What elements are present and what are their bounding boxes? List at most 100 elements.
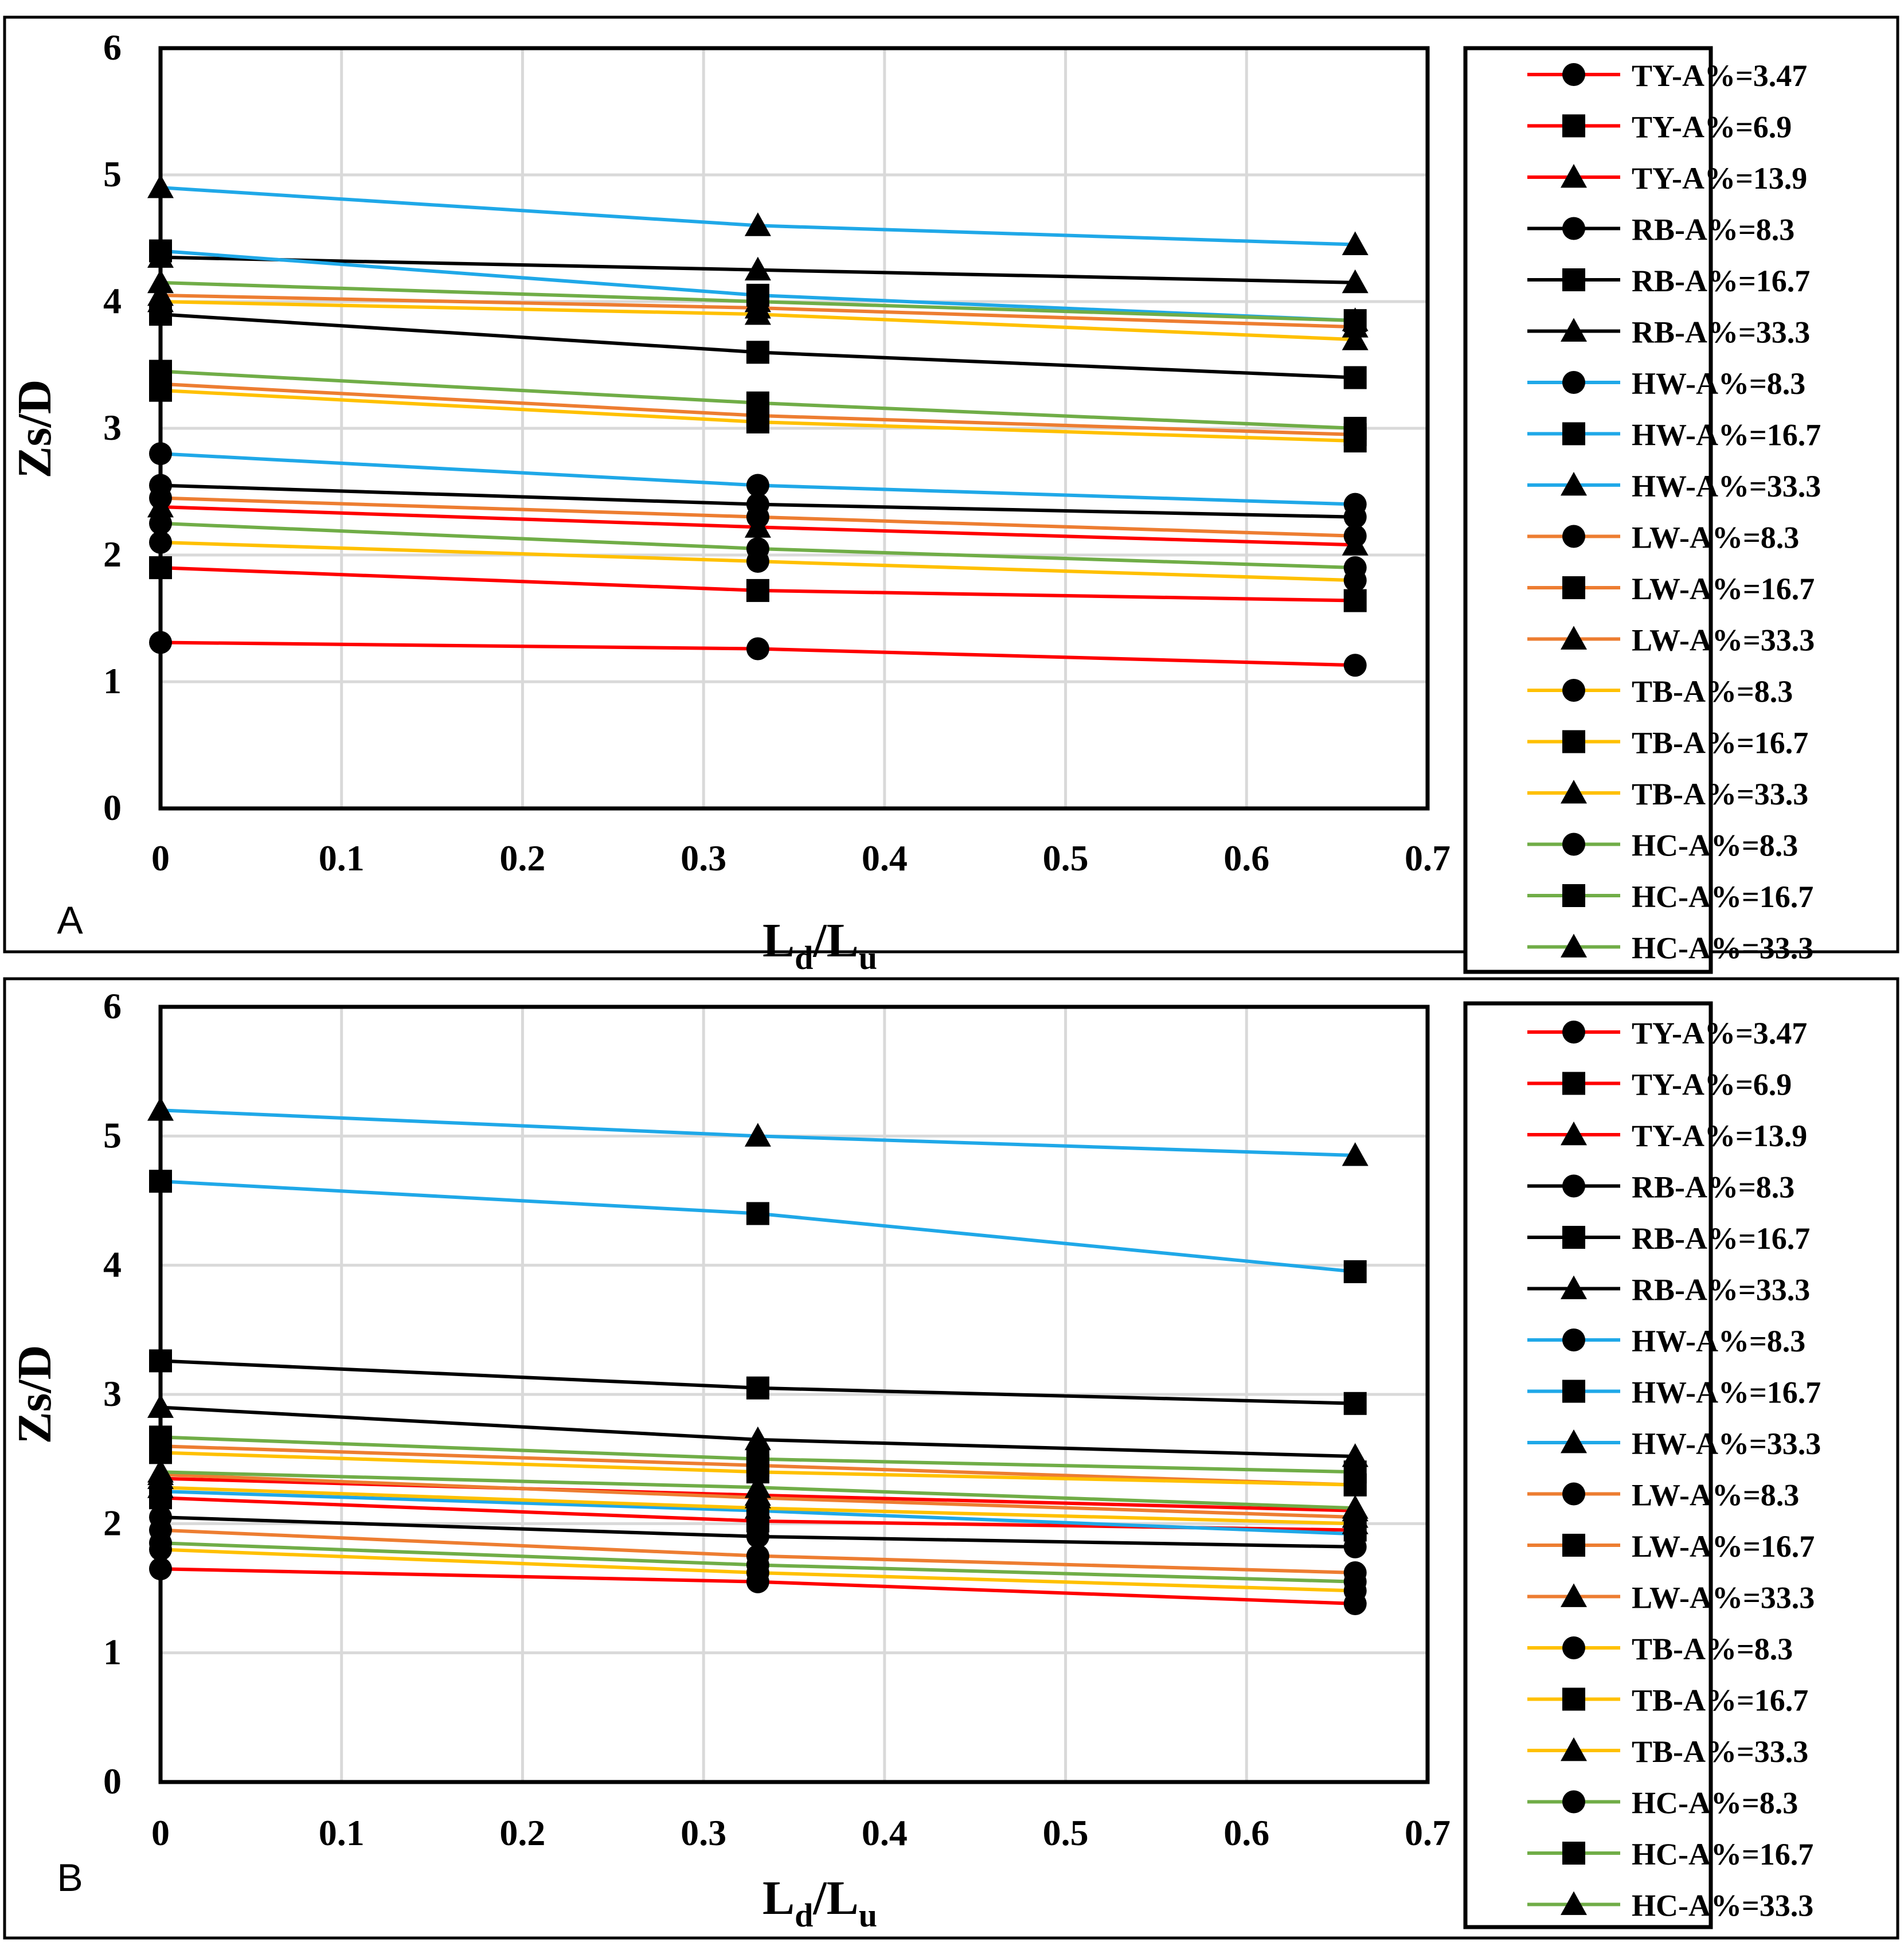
x-tick-label: 0.4	[862, 1812, 908, 1853]
legend-swatch-marker	[1562, 525, 1585, 548]
legend-swatch-marker	[1562, 422, 1585, 446]
panel-frame	[3, 977, 1899, 1940]
x-axis-title-main: L	[763, 1871, 795, 1925]
legend-label: HW-A%=16.7	[1632, 418, 1821, 452]
data-point-triangle	[744, 256, 771, 281]
x-tick-label: 0.5	[1043, 1812, 1089, 1853]
legend-label: RB-A%=8.3	[1632, 213, 1794, 247]
data-point-triangle	[744, 301, 771, 325]
legend-swatch-marker	[1562, 1328, 1585, 1351]
x-tick-label: 0.2	[499, 1812, 545, 1853]
legend-label: TB-A%=33.3	[1632, 777, 1808, 811]
y-tick-label: 3	[103, 407, 122, 448]
legend-label: LW-A%=16.7	[1632, 572, 1815, 606]
legend-entry: LW-A%=16.7	[1527, 1529, 1815, 1564]
legend-label: TY-A%=3.47	[1632, 1016, 1807, 1050]
legend-entry: HC-A%=8.3	[1527, 829, 1798, 863]
x-axis-title-sep: /L	[812, 1871, 858, 1925]
markers-ty-a-3-47	[149, 631, 1367, 677]
markers-hw-a-33-3	[147, 1097, 1369, 1166]
x-axis-title-sub-u: u	[859, 1897, 877, 1934]
legend-entry: LW-A%=33.3	[1527, 1581, 1815, 1615]
data-point-triangle	[744, 1123, 771, 1147]
data-point-square	[746, 341, 769, 364]
legend-label: TY-A%=6.9	[1632, 1068, 1792, 1102]
legend-label: HW-A%=33.3	[1632, 469, 1821, 503]
x-axis-title-sub-d: d	[795, 1897, 813, 1934]
data-point-circle	[746, 537, 769, 560]
legend-entry: HC-A%=16.7	[1527, 1837, 1813, 1871]
legend-entry: HW-A%=16.7	[1527, 1376, 1821, 1410]
data-point-circle	[1343, 524, 1367, 548]
legend-label: HC-A%=33.3	[1632, 931, 1813, 966]
x-axis-title-sub-d: d	[795, 939, 813, 976]
legend-entry: RB-A%=8.3	[1527, 1170, 1794, 1205]
data-point-square	[746, 1202, 769, 1225]
data-point-circle	[1343, 654, 1367, 677]
legend-label: TB-A%=16.7	[1632, 1683, 1808, 1718]
legend-swatch-marker	[1562, 1380, 1585, 1403]
data-point-triangle	[744, 288, 771, 312]
legend-entry: TY-A%=6.9	[1527, 110, 1792, 144]
x-axis-title: Ld/Lu	[763, 1871, 877, 1934]
x-tick-label: 0.1	[319, 1812, 365, 1853]
legend-label: LW-A%=16.7	[1632, 1529, 1815, 1564]
y-tick-label: 0	[103, 1761, 122, 1802]
data-point-triangle	[1342, 326, 1369, 350]
legend-entry: LW-A%=16.7	[1527, 572, 1815, 606]
legend-swatch-marker	[1562, 1687, 1585, 1711]
legend-label: LW-A%=33.3	[1632, 1581, 1815, 1615]
legend-entry: TB-A%=33.3	[1527, 777, 1808, 811]
data-point-triangle	[1342, 1142, 1369, 1166]
legend-label: HC-A%=16.7	[1632, 880, 1813, 914]
legend-entry: HW-A%=8.3	[1527, 1324, 1805, 1358]
x-axis-title-sub-u: u	[859, 939, 877, 976]
legend-swatch-marker	[1561, 318, 1587, 342]
legend-swatch-marker	[1562, 730, 1585, 753]
legend-swatch-marker	[1561, 1737, 1587, 1761]
legend-label: HW-A%=8.3	[1632, 1324, 1805, 1358]
panel-letter: B	[57, 1856, 83, 1900]
data-point-triangle	[744, 1474, 771, 1498]
legend-label: TY-A%=3.47	[1632, 58, 1807, 93]
legend-swatch-marker	[1561, 780, 1587, 804]
legend-entry: HW-A%=16.7	[1527, 418, 1821, 452]
legend-label: TB-A%=33.3	[1632, 1734, 1808, 1769]
series-group	[147, 1097, 1369, 1616]
data-point-circle	[1343, 556, 1367, 580]
y-tick-label: 2	[103, 534, 122, 575]
legend-swatch-marker	[1562, 63, 1585, 86]
plot-area-border	[158, 46, 1430, 811]
legend-swatch-marker	[1562, 371, 1585, 394]
data-point-square	[1343, 366, 1367, 389]
legend-entry: TB-A%=8.3	[1527, 674, 1793, 709]
x-tick-label: 0.7	[1405, 1812, 1451, 1853]
chart-panel-a: 0 0.1 0.2 0.3 0.4 0.5 0.6 0.7 0 1 2 3 4 5 6 Zs/D Ld/Lu A T…	[3, 15, 1899, 976]
markers-tb-a-16-7	[149, 378, 1367, 453]
legend-swatch-marker	[1562, 1482, 1585, 1506]
x-axis-title-sep: /L	[812, 914, 858, 967]
legend-swatch-marker	[1561, 1891, 1587, 1915]
data-point-square	[746, 391, 769, 415]
legend-label: HW-A%=8.3	[1632, 366, 1805, 401]
legend-entry: LW-A%=33.3	[1527, 623, 1815, 658]
markers-hc-a-8-3	[149, 1531, 1367, 1593]
markers-hc-a-16-7	[149, 1425, 1367, 1484]
legend-swatch-marker	[1562, 1072, 1585, 1095]
legend-swatch-marker	[1562, 1636, 1585, 1659]
legend-label: RB-A%=16.7	[1632, 1221, 1810, 1256]
data-point-triangle	[1342, 1495, 1369, 1519]
legend-swatch-marker	[1561, 1275, 1587, 1299]
legend-entry: RB-A%=16.7	[1527, 264, 1810, 298]
legend-swatch-marker	[1561, 626, 1587, 650]
x-tick-label: 0.5	[1043, 838, 1089, 878]
legend-label: TB-A%=8.3	[1632, 1632, 1793, 1666]
y-tick-label: 1	[103, 1632, 122, 1673]
legend-entry: TY-A%=6.9	[1527, 1068, 1792, 1102]
x-tick-label: 0.3	[681, 1812, 726, 1853]
data-point-triangle	[1342, 1510, 1369, 1534]
y-tick-label: 3	[103, 1373, 122, 1414]
markers-rb-a-16-7	[149, 1349, 1367, 1415]
legend-swatch-marker	[1561, 933, 1587, 958]
data-point-square	[1343, 1392, 1367, 1415]
